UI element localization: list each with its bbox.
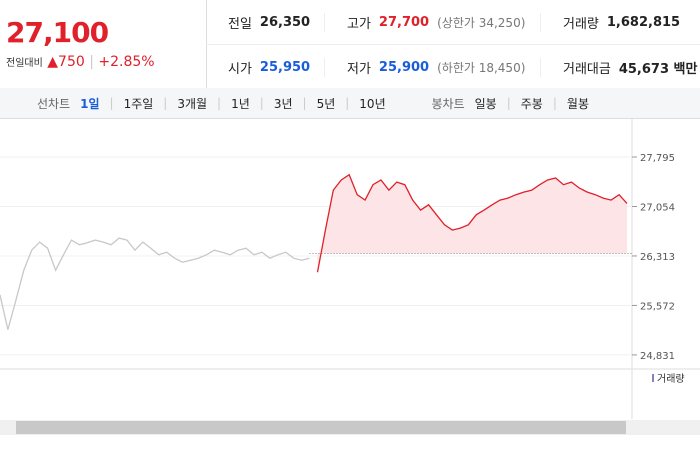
stat-label: 전일 — [228, 16, 252, 32]
tab[interactable]: 1일 — [80, 96, 100, 111]
tab-group-label: 선차트 — [37, 96, 71, 111]
tab-group-label: 봉차트 — [431, 96, 465, 111]
stats-row: 전일 26,350 고가 27,700 (상한가 34,250) 거래량 1,682,815 — [206, 0, 700, 44]
stat: 저가 25,900 (하한가 18,450) — [324, 57, 540, 77]
stat: 거래량 1,682,815 — [540, 12, 700, 32]
stat-label: 시가 — [228, 61, 252, 77]
stat: 시가 25,950 — [206, 58, 324, 77]
tab[interactable]: 3개월 — [177, 96, 208, 111]
change: 전일대비 ▲750 | +2.85% — [6, 54, 155, 70]
stat: 거래대금 45,673 백만 — [540, 57, 700, 77]
price: 27,100 — [6, 16, 109, 49]
volume-legend: 거래량 — [657, 373, 685, 385]
separator: | — [345, 96, 350, 110]
stat-note: (하한가 18,450) — [437, 60, 526, 75]
stat-note: (상한가 34,250) — [437, 15, 526, 30]
tab-bar: 선차트 1일 | 1주일 | 3개월 | 1년 | 3년 | 5년 | 10년 봉차트 일봉 | 주봉 | 월봉 — [0, 88, 700, 119]
y-tick-label: 24,831 — [640, 351, 675, 362]
tab[interactable]: 3년 — [273, 96, 293, 111]
stat-value: 25,900 — [378, 59, 430, 75]
y-tick-label: 27,054 — [640, 202, 675, 213]
separator: | — [506, 96, 511, 110]
change-pct: +2.85% — [98, 54, 155, 70]
area — [317, 174, 627, 273]
price-box: 27,100 전일대비 ▲750 | +2.85% — [0, 0, 207, 88]
change-label: 전일대비 — [6, 58, 43, 69]
scrollbar-thumb[interactable] — [16, 421, 626, 434]
y-tick-label: 26,313 — [640, 252, 675, 263]
stat-value: 1,682,815 — [606, 14, 681, 30]
tab[interactable]: 10년 — [359, 96, 386, 111]
stats-row: 시가 25,950 저가 25,900 (하한가 18,450) 거래대금 45,673 백… — [206, 44, 700, 89]
stat: 전일 26,350 — [206, 13, 324, 32]
separator: | — [259, 96, 264, 110]
separator: | — [109, 96, 114, 110]
separator: | — [552, 96, 557, 110]
separator: | — [217, 96, 222, 110]
header: 27,100 전일대비 ▲750 | +2.85% 전일 26,350 고가 27,7… — [0, 0, 700, 89]
chart: 27,795 27,054 26,313 25,572 24,831 거래량 — [0, 119, 700, 435]
separator: | — [163, 96, 168, 110]
stat-label: 저가 — [347, 61, 371, 77]
tab[interactable]: 1주일 — [123, 96, 154, 111]
change-value: 750 — [58, 54, 85, 70]
tab[interactable]: 월봉 — [566, 96, 589, 111]
price-line — [0, 237, 310, 330]
y-tick-label: 25,572 — [640, 301, 675, 312]
price-line — [316, 173, 628, 273]
stat-label: 거래대금 — [563, 61, 611, 77]
stat-value: 25,950 — [259, 59, 311, 75]
volume-legend-swatch — [652, 374, 654, 382]
tab[interactable]: 주봉 — [520, 96, 543, 111]
stat-value: 27,700 — [378, 14, 430, 30]
tab[interactable]: 5년 — [316, 96, 336, 111]
tab[interactable]: 1년 — [231, 96, 250, 111]
stat-label: 고가 — [347, 16, 371, 32]
stat-label: 거래량 — [563, 16, 599, 32]
y-tick-label: 27,795 — [640, 153, 675, 164]
stat-value: 45,673 백만 — [618, 61, 698, 77]
stat: 고가 27,700 (상한가 34,250) — [324, 12, 540, 32]
stat-value: 26,350 — [259, 14, 311, 30]
tab[interactable]: 일봉 — [474, 96, 497, 111]
separator: | — [302, 96, 307, 110]
